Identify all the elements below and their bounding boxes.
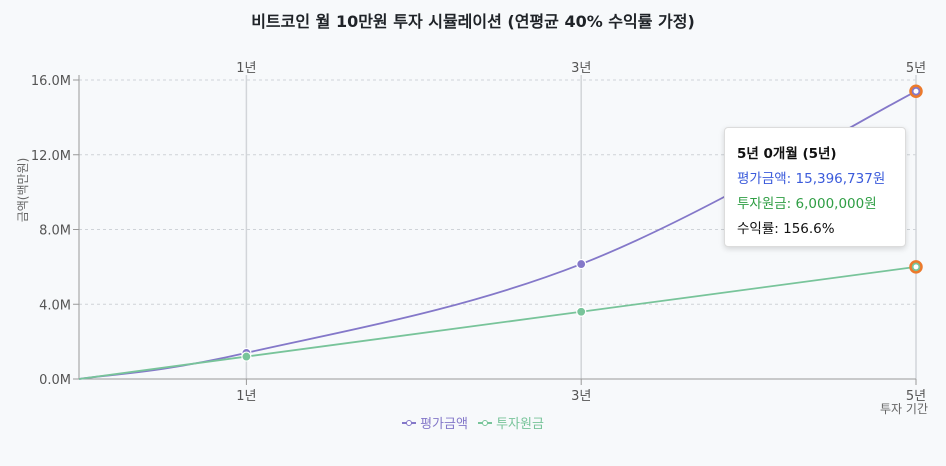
x-axis-label: 투자 기간: [880, 402, 928, 416]
x-tick-label-top: 5년: [906, 61, 926, 76]
tooltip-value-line: 평가금액: 15,396,737원: [737, 171, 886, 187]
legend-label-value: 평가금액: [420, 417, 468, 432]
legend-item-invest[interactable]: 투자원금: [478, 413, 544, 432]
y-tick-label: 4.0M: [39, 298, 71, 313]
tooltip: 5년 0개월 (5년) 평가금액: 15,396,737원 투자원금: 6,00…: [724, 127, 906, 247]
series-line-1: [78, 265, 917, 380]
y-axis-label: 금액(백만원): [16, 158, 30, 223]
y-tick-label: 16.0M: [31, 74, 71, 89]
data-point: [576, 258, 587, 270]
highlight-point-center: [913, 264, 919, 270]
axes: 0.0M 4.0M 8.0M 12.0M 16.0M 1년 1년 3년 3년 5년 5년: [31, 61, 926, 404]
legend-swatch-value: [402, 419, 417, 427]
y-tick-label: 12.0M: [31, 149, 71, 164]
tooltip-return-line: 수익률: 156.6%: [737, 221, 835, 237]
grid: [79, 75, 917, 379]
tooltip-invest-line: 투자원금: 6,000,000원: [737, 196, 877, 212]
legend-swatch-invest: [478, 419, 493, 427]
legend: 평가금액 투자원금: [0, 413, 946, 432]
x-tick-label-top: 1년: [236, 61, 256, 76]
legend-item-value[interactable]: 평가금액: [402, 413, 468, 432]
legend-label-invest: 투자원금: [496, 417, 544, 432]
chart-title: 비트코인 월 10만원 투자 시뮬레이션 (연평균 40% 수익률 가정): [251, 12, 695, 31]
x-tick-label: 5년: [906, 389, 926, 404]
y-tick-label: 8.0M: [39, 224, 71, 239]
x-tick-label: 3년: [571, 389, 591, 404]
data-point: [241, 351, 252, 362]
tooltip-title: 5년 0개월 (5년): [737, 146, 837, 162]
x-tick-label-top: 3년: [571, 61, 591, 76]
y-tick-label: 0.0M: [39, 373, 71, 388]
highlight-point-center: [913, 88, 919, 94]
data-point: [576, 306, 587, 317]
x-tick-label: 1년: [236, 389, 256, 404]
